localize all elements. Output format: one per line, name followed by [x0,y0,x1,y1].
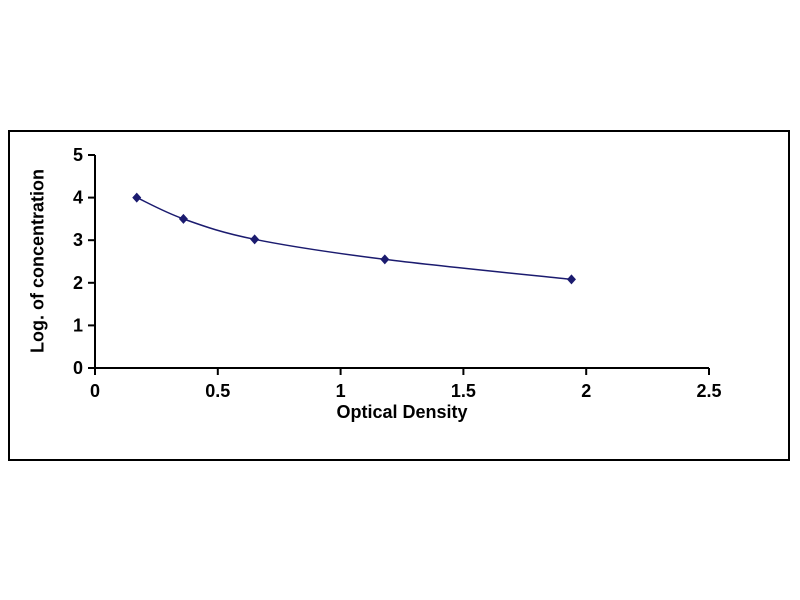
y-tick-label: 1 [73,315,83,335]
y-tick-label: 4 [73,188,83,208]
y-tick-label: 2 [73,273,83,293]
x-tick-label: 1 [336,381,346,401]
x-tick-label: 2 [581,381,591,401]
data-point-marker [380,254,390,265]
data-point-marker [132,192,142,203]
data-point-marker [566,274,576,285]
y-axis-label: Log. of concentration [27,169,48,353]
data-point-marker [250,234,260,245]
y-tick-label: 3 [73,230,83,250]
curve-line [136,196,572,281]
x-tick-label: 0.5 [205,381,230,401]
y-tick-label: 5 [73,145,83,165]
x-axis-label: Optical Density [336,402,468,422]
x-tick-label: 0 [90,381,100,401]
x-tick-label: 1.5 [451,381,476,401]
standard-curve-chart-frame: 0 1 2 3 4 5 0 0.5 1 1.5 2 2.5 Log. of concentration… [8,130,790,461]
y-tick-label: 0 [73,358,83,378]
chart-plot-area: 0 1 2 3 4 5 0 0.5 1 1.5 2 2.5 [73,145,722,401]
x-tick-label: 2.5 [696,381,721,401]
data-point-marker [178,213,188,224]
